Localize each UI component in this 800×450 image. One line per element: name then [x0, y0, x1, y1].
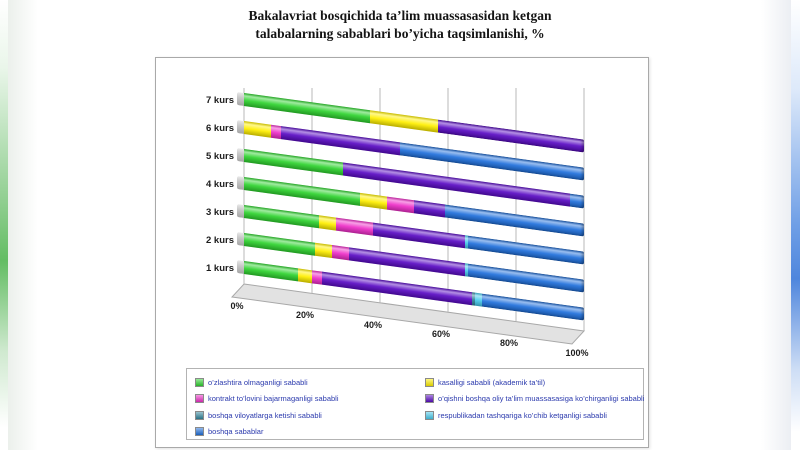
bar-segment — [244, 149, 343, 176]
bar-segment — [244, 205, 319, 229]
legend-item: respublikadan tashqariga ko’chib ketganl… — [425, 409, 607, 421]
page-title: Bakalavriat bosqichida ta’lim muassasasi… — [0, 7, 800, 43]
bar-segment — [244, 93, 370, 124]
legend-marker — [425, 394, 434, 403]
legend-marker — [195, 427, 204, 436]
left-edge-fade — [8, 0, 38, 450]
category-label: 6 kurs — [206, 123, 234, 134]
bar-segment — [244, 261, 299, 282]
bar-end-cap — [237, 204, 244, 218]
legend-label: boshqa viloyatlarga ketishi sababli — [208, 410, 322, 420]
legend-marker — [425, 410, 434, 420]
bar-segment — [315, 242, 333, 259]
right-edge-fade — [761, 0, 791, 450]
legend-marker — [195, 377, 204, 387]
legend-marker — [195, 394, 204, 403]
x-axis-tick-label: 0% — [230, 301, 244, 311]
bar-segment — [444, 204, 584, 237]
bar-end-cap — [237, 92, 244, 106]
bar-segment — [373, 222, 465, 249]
legend-label: respublikadan tashqariga ko’chib ketganl… — [438, 410, 607, 420]
category-label: 2 kurs — [206, 235, 234, 246]
bar-segment — [468, 235, 584, 265]
x-axis-tick-label: 40% — [363, 319, 382, 330]
x-axis-tick-label: 60% — [431, 328, 450, 339]
left-edge-decoration — [0, 0, 8, 450]
bar-end-cap — [237, 120, 244, 134]
bar-end-cap — [237, 232, 244, 246]
bar-segment — [349, 247, 465, 277]
legend-item: o’qishni boshqa oliy ta’lim muassasasiga… — [425, 393, 644, 405]
bar-segment — [271, 124, 282, 140]
bar-segment — [244, 233, 316, 256]
bar-segment — [475, 292, 482, 307]
chart-panel: 7 kurs 6 kurs 5 kurs 4 kurs 3 kurs 2 kurs 1 ku… — [155, 57, 649, 448]
bar-segment — [386, 196, 414, 214]
legend-label: boshqa sabablar — [208, 427, 264, 436]
right-edge-decoration — [791, 0, 800, 450]
bar-segment — [244, 177, 360, 206]
legend-item: boshqa viloyatlarga ketishi sababli — [195, 409, 322, 421]
page-title-line2: talabalarning sabablari bo’yicha taqsiml… — [255, 26, 545, 42]
x-axis-tick-label: 100% — [565, 347, 589, 358]
bar-end-cap — [237, 176, 244, 190]
legend-label: kasalligi sababli (akademik ta’til) — [438, 377, 546, 387]
bar-segment — [570, 193, 584, 209]
category-label: 7 kurs — [206, 95, 234, 106]
bar-segment — [311, 270, 323, 285]
legend-label: o’qishni boshqa oliy ta’lim muassasasiga… — [438, 394, 645, 403]
bar-segment — [481, 293, 584, 321]
category-label: 5 kurs — [206, 151, 234, 162]
bar-segment — [359, 192, 387, 210]
legend-marker — [425, 377, 434, 387]
page-title-line1: Bakalavriat bosqichida ta’lim muassasasi… — [248, 8, 552, 23]
bar-segment — [322, 271, 472, 306]
bar-segment — [244, 121, 272, 138]
category-label: 1 kurs — [206, 263, 234, 274]
legend-label: o’zlashtira olmaganligi sababli — [208, 377, 308, 387]
legend-item: o’zlashtira olmaganligi sababli — [195, 376, 308, 388]
legend-item: kasalligi sababli (akademik ta’til) — [425, 376, 545, 388]
category-label: 4 kurs — [206, 179, 234, 190]
bar-end-cap — [237, 148, 244, 162]
x-axis-tick-label: 20% — [295, 310, 314, 321]
bar-segment — [332, 245, 350, 261]
bar-segment — [468, 263, 584, 293]
legend-item: kontrakt to’lovini bajarmaganligi sababl… — [195, 393, 339, 405]
legend: o’zlashtira olmaganligi sababli kontrakt … — [186, 368, 644, 440]
legend-item: boshqa sabablar — [195, 426, 263, 438]
bar-segment — [437, 119, 584, 153]
bar-segment — [298, 268, 312, 284]
category-label: 3 kurs — [206, 207, 234, 218]
plot-floor — [230, 283, 586, 345]
bar-segment — [413, 200, 445, 218]
bar-end-cap — [237, 260, 244, 274]
bar-segment — [369, 110, 438, 133]
x-axis-tick-label: 80% — [499, 338, 518, 349]
bar-segment — [318, 215, 336, 231]
bar-segment — [335, 217, 374, 236]
bar-segment — [281, 126, 401, 156]
legend-label: kontrakt to’lovini bajarmaganligi sababl… — [208, 394, 339, 403]
legend-marker — [195, 410, 204, 420]
